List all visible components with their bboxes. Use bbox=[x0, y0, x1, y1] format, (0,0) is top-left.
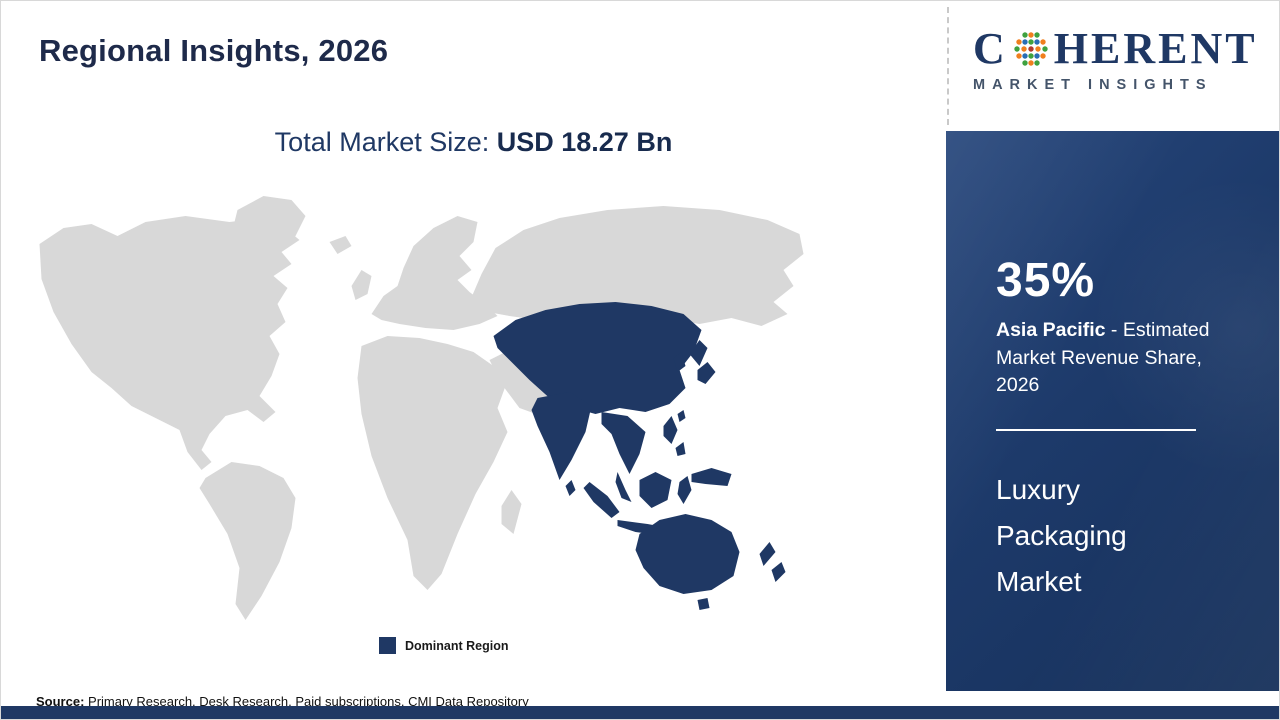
legend-label: Dominant Region bbox=[405, 638, 509, 653]
region-indochina bbox=[601, 412, 646, 474]
map-legend: Dominant Region bbox=[379, 637, 508, 654]
region-korea bbox=[673, 352, 686, 372]
market-size-line: Total Market Size: USD 18.27 Bn bbox=[1, 127, 946, 158]
world-map bbox=[31, 184, 906, 624]
bottom-accent-bar bbox=[1, 706, 1279, 719]
region-sumatra bbox=[583, 482, 620, 518]
sidebar-panel: 35% Asia Pacific - Estimated Market Reve… bbox=[946, 131, 1279, 691]
stat-description: Asia Pacific - Estimated Market Revenue … bbox=[996, 317, 1234, 400]
source-label: Source: bbox=[36, 694, 85, 709]
region-borneo bbox=[639, 472, 672, 508]
region-taiwan bbox=[677, 410, 686, 422]
stat-desc-text: - Estimated Market Revenue Share, 2026 bbox=[996, 319, 1210, 397]
region-malay-peninsula bbox=[615, 472, 632, 502]
region-europe bbox=[371, 216, 498, 330]
region-africa bbox=[357, 336, 508, 590]
region-india bbox=[531, 392, 592, 480]
market-size-value: USD 18.27 Bn bbox=[496, 127, 673, 157]
dominant-region-swatch-icon bbox=[379, 637, 396, 654]
region-new-guinea bbox=[691, 468, 732, 486]
logo-tagline: MARKET INSIGHTS bbox=[973, 77, 1213, 93]
sidebar-divider bbox=[996, 429, 1196, 431]
region-philippines bbox=[663, 416, 686, 456]
asia-pacific-region-highlight bbox=[493, 302, 786, 610]
page-title: Regional Insights, 2026 bbox=[39, 33, 389, 68]
cmi-logo-wordmark: C HERENT bbox=[973, 27, 1269, 71]
source-text: Primary Research, Desk Research, Paid su… bbox=[84, 694, 529, 709]
region-iceland bbox=[329, 236, 352, 254]
logo-letter-c: C bbox=[973, 24, 1008, 73]
region-new-zealand bbox=[759, 542, 786, 582]
stat-region-name: Asia Pacific bbox=[996, 319, 1106, 341]
region-madagascar bbox=[501, 490, 522, 534]
region-sulawesi bbox=[677, 476, 692, 504]
source-line: Source: Primary Research, Desk Research,… bbox=[36, 694, 529, 709]
region-south-america bbox=[199, 462, 296, 620]
region-russia bbox=[469, 206, 804, 326]
stat-percentage: 35% bbox=[996, 254, 1096, 307]
region-australia bbox=[635, 514, 740, 594]
logo-divider-dashed bbox=[947, 7, 949, 125]
cmi-logo-globe-icon bbox=[1014, 32, 1048, 66]
market-name: Luxury Packaging Market bbox=[996, 474, 1127, 598]
region-central-east-asia bbox=[493, 302, 702, 414]
market-size-label: Total Market Size: bbox=[274, 127, 497, 157]
logo-letters-herent: HERENT bbox=[1053, 24, 1258, 73]
cmi-logo: C HERENT MARKET INSIGHTS bbox=[973, 27, 1269, 94]
region-north-america bbox=[39, 216, 300, 470]
region-japan bbox=[689, 340, 716, 384]
region-sri-lanka bbox=[565, 480, 576, 496]
region-uk bbox=[351, 270, 372, 300]
region-tasmania bbox=[697, 598, 710, 610]
world-map-svg bbox=[39, 196, 804, 620]
